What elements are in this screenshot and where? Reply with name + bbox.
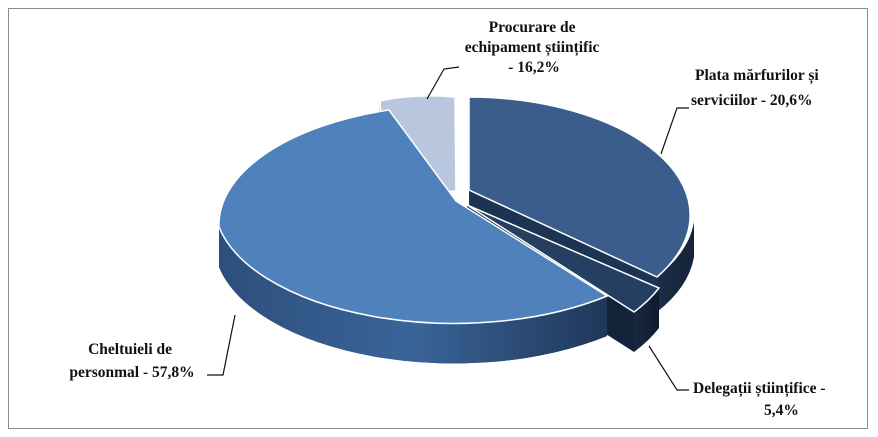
leader-plata	[660, 107, 689, 155]
leader-cheltuieli	[207, 314, 236, 376]
leader-delegatii	[648, 345, 689, 391]
chart-frame: Procurare de echipament științific - 16,…	[8, 8, 868, 429]
slice-cheltuieli	[218, 109, 609, 364]
leader-procurare	[426, 66, 460, 100]
label-plata: Plata mărfurilor și serviciilor - 20,6%	[691, 67, 823, 109]
pie-chart: Procurare de echipament științific - 16,…	[69, 19, 829, 419]
label-cheltuieli: Cheltuieli de personmal - 57,8%	[69, 341, 194, 381]
label-procurare: Procurare de echipament științific - 16,…	[465, 19, 604, 76]
label-delegatii: Delegații științifice - 5,4%	[693, 380, 829, 419]
